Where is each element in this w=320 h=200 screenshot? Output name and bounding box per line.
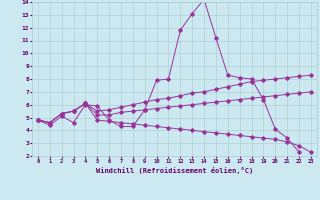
X-axis label: Windchill (Refroidissement éolien,°C): Windchill (Refroidissement éolien,°C) (96, 167, 253, 174)
